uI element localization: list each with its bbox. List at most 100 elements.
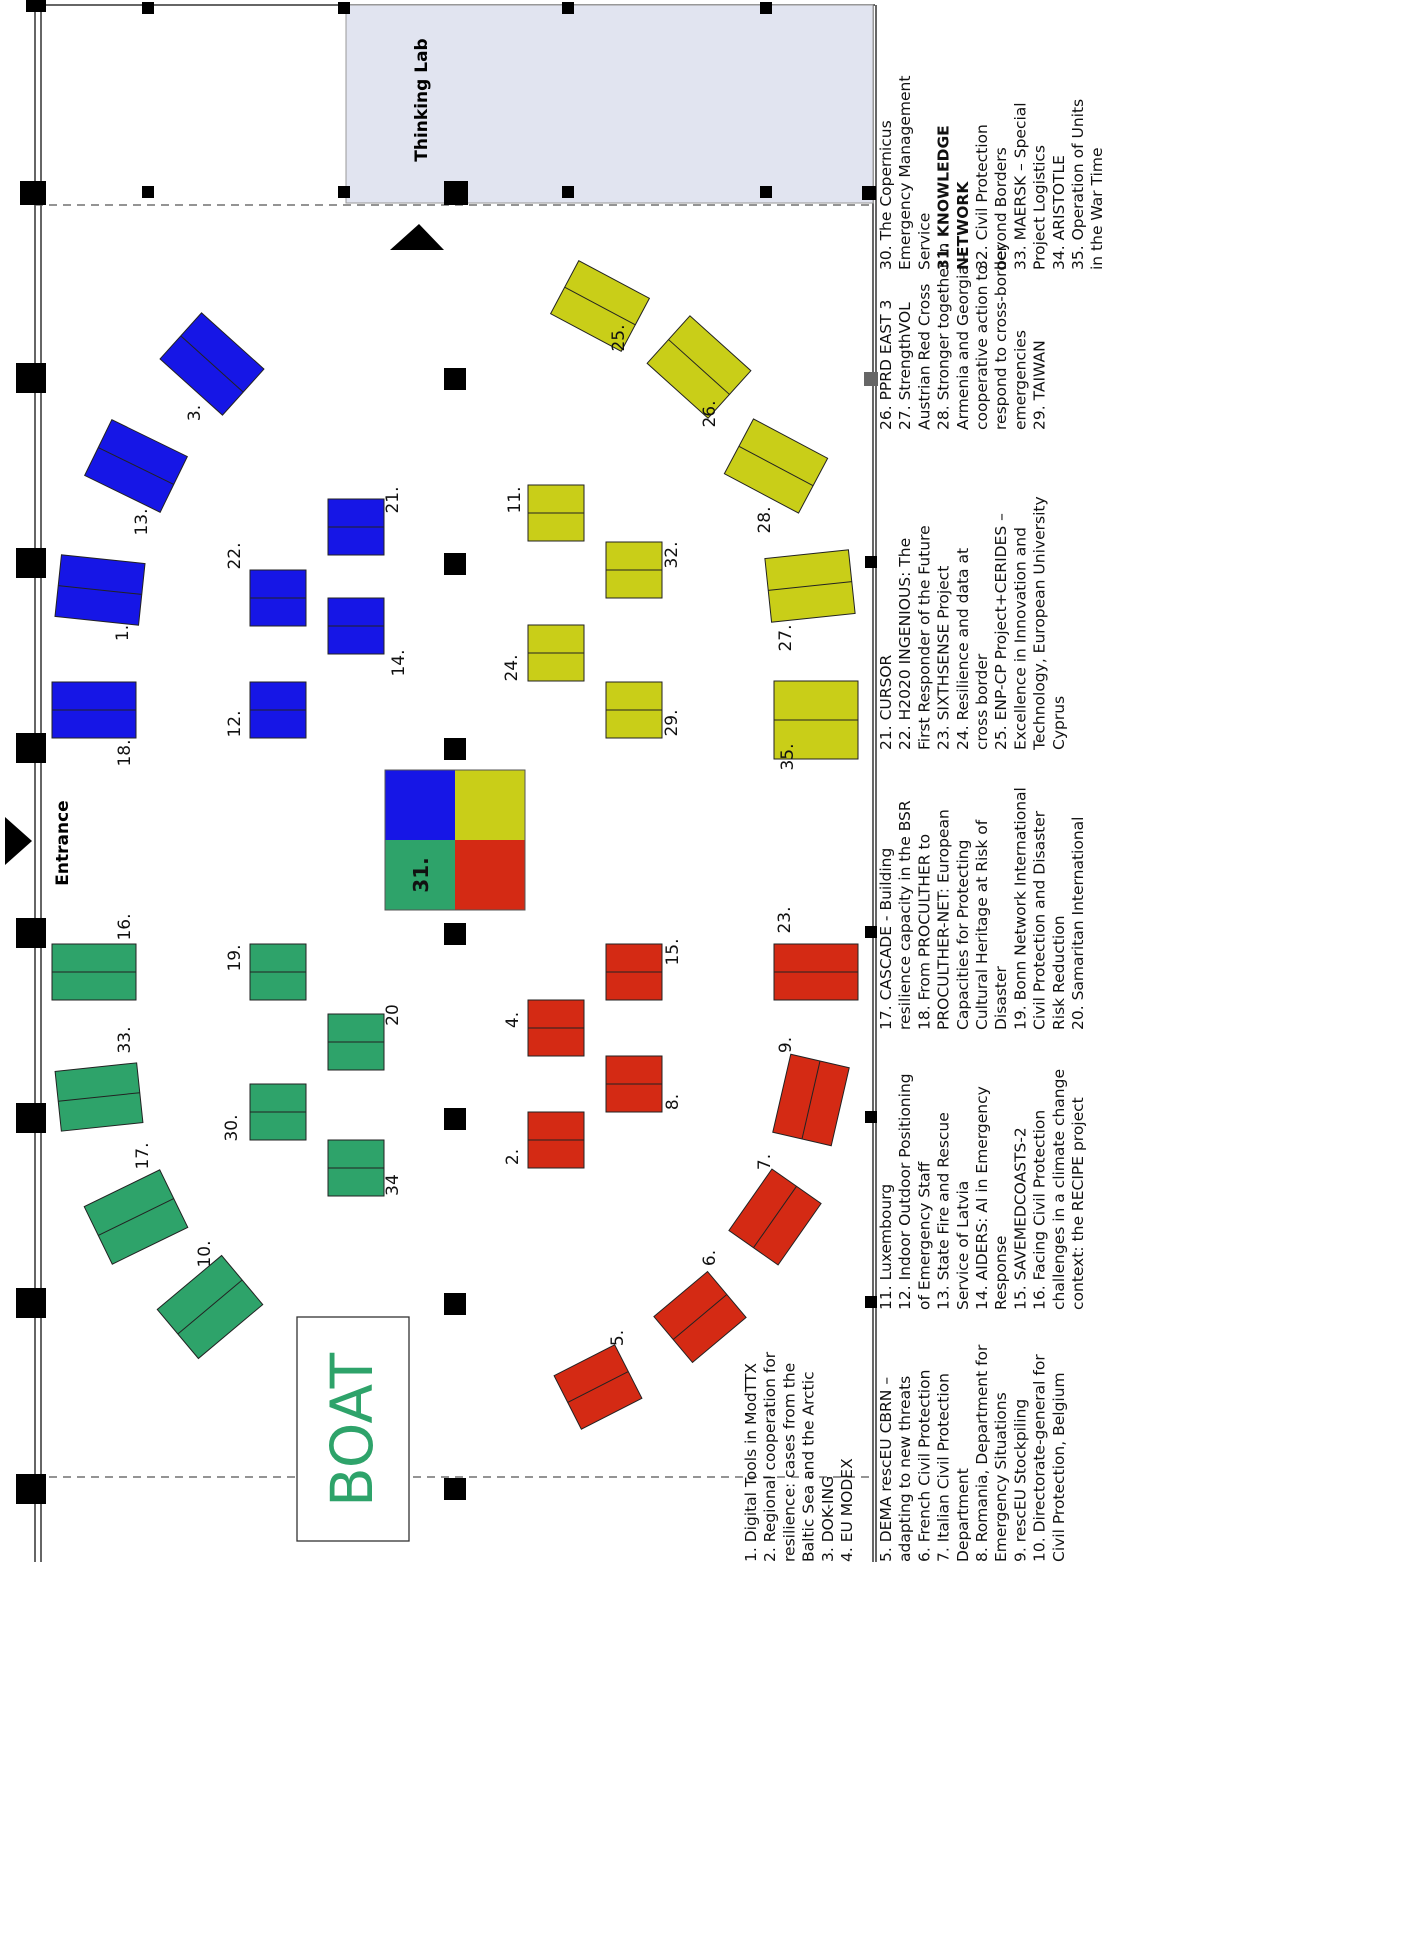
- thinking-lab-label: Thinking Lab: [412, 38, 432, 161]
- booth: [249, 681, 307, 739]
- legend-line: Service: [915, 213, 933, 270]
- legend-line: 8. Romania, Department for: [973, 1344, 991, 1562]
- booth-number: 19.: [225, 944, 245, 971]
- booth-number: 27.: [776, 624, 796, 651]
- legend-line: 13. State Fire and Rescue: [935, 1112, 953, 1310]
- legend-line: Technology, European University: [1031, 496, 1049, 751]
- booth-divider: [768, 581, 852, 591]
- legend-line: First Responder of the Future: [915, 525, 933, 750]
- booth-divider: [668, 339, 730, 395]
- legend-line: 34. ARISTOTLE: [1050, 155, 1068, 270]
- booth-number: 11.: [505, 486, 525, 513]
- booth-number: 23.: [775, 906, 795, 933]
- legend-line: in the War Time: [1088, 148, 1106, 271]
- legend-line: Project Logistics: [1031, 145, 1049, 270]
- legend-line: cooperative action to: [973, 265, 991, 430]
- legend-line: Excellence in Innovation and: [1011, 527, 1029, 750]
- booth: [156, 1254, 264, 1360]
- boat-area: [296, 1316, 410, 1542]
- center-booth-31: 31.: [384, 769, 526, 911]
- booth: [553, 1344, 643, 1430]
- center-booth-label: 31.: [409, 857, 433, 892]
- legend-line: 1. Digital Tools in ModTTX: [742, 1363, 760, 1562]
- booth-number: 1.: [113, 625, 133, 641]
- booth: [772, 1053, 850, 1147]
- booth: [327, 597, 385, 655]
- legend-line: 26. PPRD EAST 3: [877, 300, 895, 430]
- pillars: [16, 0, 878, 1504]
- booth: [605, 681, 663, 739]
- booth-number: 8.: [663, 1094, 683, 1110]
- legend-line: 35. Operation of Units: [1069, 99, 1087, 270]
- booth: [327, 1013, 385, 1071]
- legend-line: 14. AIDERS: AI in Emergency: [973, 1086, 991, 1310]
- legend-line: 19. Bonn Network International: [1011, 787, 1029, 1030]
- booth-number: 9.: [776, 1037, 796, 1053]
- booth-number: 16.: [115, 913, 135, 940]
- booth-number: 29.: [662, 709, 682, 736]
- legend-line: 33. MAERSK – Special: [1011, 102, 1029, 270]
- booth-number: 34: [383, 1174, 403, 1196]
- booth-number: 18.: [115, 739, 135, 766]
- booth: [764, 549, 856, 623]
- booth: [327, 1139, 385, 1197]
- legend-line: challenges in a climate change: [1050, 1069, 1068, 1310]
- booth-number: 6.: [700, 1250, 720, 1266]
- legend-line: 5. DEMA rescEU CBRN –: [877, 1377, 895, 1562]
- legend-line: 24. Resilience and data at: [954, 548, 972, 750]
- legend-line: resilience capacity in the BSR: [896, 800, 914, 1030]
- booth: [54, 554, 146, 626]
- booth-divider: [58, 585, 142, 595]
- legend-line: 6. French Civil Protection: [915, 1370, 933, 1562]
- booth: [773, 943, 859, 1001]
- booth: [527, 999, 585, 1057]
- legend-line: 32. Civil Protection: [973, 124, 991, 270]
- booth-number: 13.: [132, 508, 152, 535]
- legend-line: Emergency Situations: [992, 1392, 1010, 1562]
- legend-line: 27. StrengthVOL: [896, 302, 914, 430]
- booth-number: 32.: [662, 541, 682, 568]
- booth-divider: [567, 1371, 629, 1403]
- booth-divider: [98, 447, 174, 485]
- booth-number: 3.: [185, 405, 205, 421]
- legend-line: PROCULTHER-NET: European: [935, 809, 953, 1030]
- legend-line: 23. SIXTHSENSE Project: [935, 566, 953, 750]
- legend-line: 11. Luxembourg: [877, 1184, 895, 1310]
- legend-line: 10. Directorate-general for: [1031, 1354, 1049, 1562]
- booth: [249, 569, 307, 627]
- legend-line: 30. The Copernicus: [877, 120, 895, 270]
- booth-divider: [177, 1279, 243, 1335]
- booth: [327, 498, 385, 556]
- legend-line: NETWORK: [954, 181, 972, 270]
- booth-divider: [58, 1092, 140, 1102]
- legend-line: Risk Reduction: [1050, 915, 1068, 1030]
- legend-line: respond to cross-border: [992, 244, 1010, 430]
- legend-line: beyond Borders: [992, 147, 1010, 270]
- legend-line: 22. H2020 INGENIOUS: The: [896, 538, 914, 750]
- legend-line: Cultural Heritage at Risk of: [973, 819, 991, 1030]
- legend-line: 20. Samaritan International: [1069, 817, 1087, 1030]
- booth-number: 12.: [225, 710, 245, 737]
- booth-divider: [738, 445, 814, 487]
- legend-line: Civil Protection, Belgium: [1050, 1372, 1068, 1562]
- booth: [605, 1055, 663, 1113]
- legend-line: Civil Protection and Disaster: [1031, 810, 1049, 1030]
- legend-line: cross border: [973, 653, 991, 750]
- booth-number: 2.: [503, 1149, 523, 1165]
- booth: [54, 1062, 144, 1132]
- legend-line: 15. SAVEMEDCOASTS-2: [1011, 1127, 1029, 1310]
- booth: [527, 624, 585, 682]
- legend-line: Capacities for Protecting: [954, 840, 972, 1030]
- booth-number: 10.: [195, 1240, 215, 1267]
- booth: [773, 680, 859, 760]
- booth: [83, 1169, 189, 1265]
- booth: [728, 1168, 822, 1266]
- legend-line: Armenia and Georgia -: [954, 255, 972, 430]
- legend-line: resilience: cases from the: [780, 1363, 798, 1562]
- booth-number: 33.: [115, 1026, 135, 1053]
- legend-line: 31. KNOWLEDGE: [935, 125, 953, 270]
- legend-line: Response: [992, 1236, 1010, 1310]
- booth-number: 24.: [502, 654, 522, 681]
- entrance-arrow-icon: [5, 817, 32, 865]
- booth-number: 25.: [609, 324, 629, 351]
